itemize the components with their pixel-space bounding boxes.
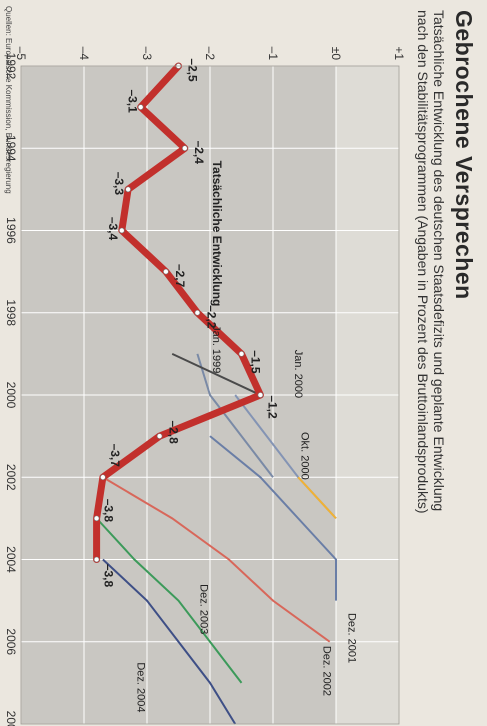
- x-tick-label: 1998: [4, 299, 18, 326]
- x-tick-label: 2006: [4, 628, 18, 655]
- series-line: [171, 352, 261, 396]
- series-label: Jan. 2000: [292, 350, 304, 398]
- data-label: –3,8: [102, 499, 116, 523]
- actual-data-point: [156, 433, 163, 439]
- series-line: [102, 558, 237, 725]
- data-label: –3,4: [106, 217, 120, 241]
- source-note: Quellen: Europäische Kommission, Bundesr…: [4, 6, 13, 194]
- y-tick-label: ±0: [329, 47, 343, 61]
- data-label: –3,7: [108, 444, 122, 468]
- series-label: Dez. 2004: [135, 662, 147, 712]
- y-tick-label: –1: [266, 47, 280, 61]
- actual-data-point: [238, 351, 245, 357]
- actual-data-point: [194, 309, 201, 316]
- series-line: [95, 517, 243, 684]
- actual-data-point: [118, 227, 125, 234]
- y-tick-label: –4: [77, 47, 91, 61]
- actual-data-point: [93, 515, 100, 522]
- data-label: –1,2: [265, 395, 279, 419]
- data-label: –1,5: [249, 350, 263, 374]
- x-tick-label: 1996: [4, 217, 18, 244]
- data-label: –2,2: [204, 305, 218, 329]
- data-label: –3,1: [126, 89, 140, 113]
- x-tick-label: 1994: [4, 135, 18, 162]
- data-label: –3,8: [102, 564, 116, 588]
- plot-frame: [20, 65, 400, 725]
- series-line: [102, 476, 331, 643]
- series-label: Okt. 2000: [298, 432, 310, 480]
- data-label: –2,8: [167, 420, 181, 444]
- actual-data-point: [181, 145, 188, 152]
- series-line: [297, 476, 337, 520]
- data-label: –2,7: [173, 264, 187, 288]
- x-tick-label: 2000: [4, 382, 18, 409]
- series-label: Dez. 2002: [320, 646, 332, 696]
- data-label: –3,3: [112, 172, 126, 196]
- x-tick-label: 1992: [4, 53, 18, 80]
- series-label: Tatsächliche Entwicklung: [210, 161, 224, 307]
- actual-data-point: [100, 474, 106, 481]
- actual-data-point: [257, 392, 264, 398]
- x-tick-label: 2002: [4, 464, 18, 491]
- series-label: Jan. 1999: [210, 325, 222, 373]
- data-label: –2,5: [186, 58, 200, 82]
- data-label: –2,4: [192, 141, 206, 165]
- actual-data-point: [137, 104, 144, 110]
- series-line: [196, 353, 274, 478]
- x-tick-label: 2008: [4, 711, 18, 726]
- actual-data-point: [93, 556, 100, 563]
- series-line: [209, 435, 337, 601]
- series-label: Dez. 2003: [198, 584, 210, 634]
- series-label: Dez. 2001: [346, 613, 358, 663]
- y-tick-label: –5: [14, 47, 28, 61]
- y-tick-label: –2: [203, 47, 217, 61]
- actual-data-point: [163, 268, 169, 275]
- y-tick-label: +1: [392, 46, 406, 60]
- y-tick-label: –3: [140, 47, 154, 61]
- actual-data-point: [125, 186, 131, 193]
- x-tick-label: 2004: [4, 546, 18, 573]
